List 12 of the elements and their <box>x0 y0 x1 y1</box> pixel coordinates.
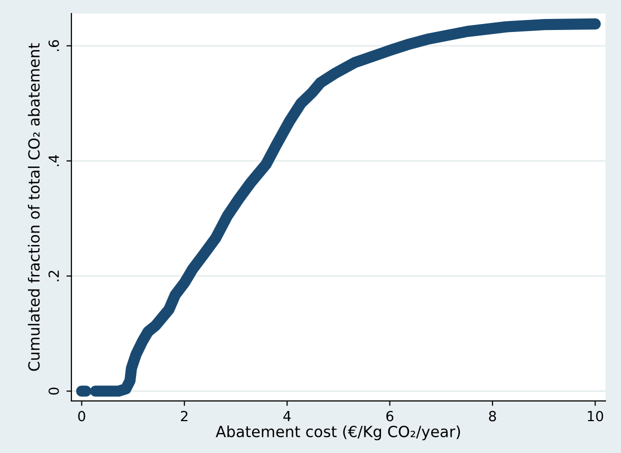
y-tick-label: .6 <box>48 40 59 51</box>
y-tick-label: 0 <box>48 388 59 395</box>
x-tick-label: 2 <box>180 410 188 422</box>
x-tick-label: 0 <box>78 410 86 422</box>
y-axis-title: Cumulated fraction of total CO₂ abatement <box>28 43 40 371</box>
x-tick-label: 10 <box>588 410 604 422</box>
x-tick-label: 6 <box>386 410 394 422</box>
x-tick-label: 8 <box>489 410 496 422</box>
x-tick-label: 4 <box>283 411 291 422</box>
y-tick-label: .2 <box>48 270 59 282</box>
y-tick-label: .4 <box>48 155 59 166</box>
x-axis-title: Abatement cost (€/Kg CO₂/year) <box>216 425 460 440</box>
